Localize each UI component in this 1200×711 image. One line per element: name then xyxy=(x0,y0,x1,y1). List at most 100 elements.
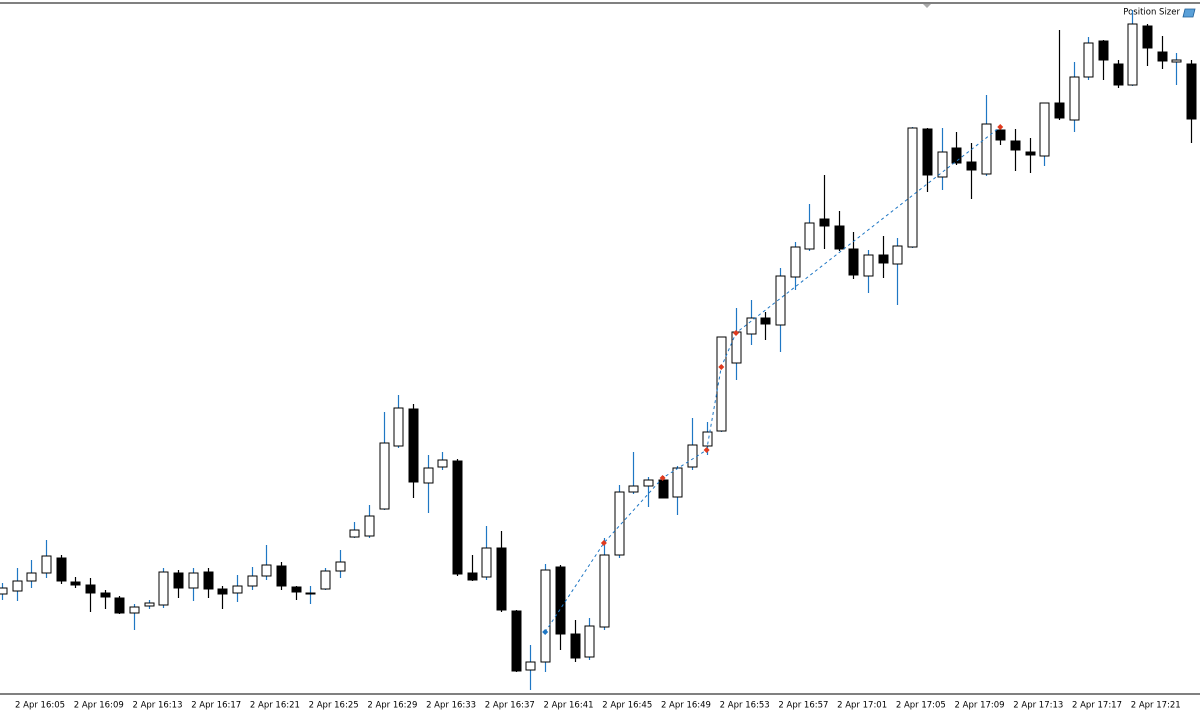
candle-body xyxy=(966,161,977,171)
candle-body xyxy=(525,661,536,671)
candle-body xyxy=(907,127,918,248)
candle-body xyxy=(555,566,566,635)
candle-body xyxy=(26,572,37,582)
candle-body xyxy=(364,515,375,537)
candle-body xyxy=(1039,102,1050,157)
candle-body xyxy=(1127,23,1138,86)
candle-body xyxy=(951,147,962,164)
candle-body xyxy=(481,547,492,578)
trade-marker xyxy=(703,447,710,453)
candle-body xyxy=(834,225,845,250)
trade-marker xyxy=(542,629,549,635)
candle-body xyxy=(614,491,625,556)
candle-body xyxy=(643,479,654,487)
candle-body xyxy=(599,554,610,628)
candle-body xyxy=(393,407,404,447)
x-tick-label: 2 Apr 16:21 xyxy=(250,701,300,711)
candle-body xyxy=(114,597,125,614)
candle-body xyxy=(320,570,331,590)
candle-body xyxy=(892,245,903,265)
x-tick-label: 2 Apr 16:45 xyxy=(602,701,652,711)
candle-body xyxy=(1157,51,1168,62)
candle-body xyxy=(628,485,639,493)
candle-body xyxy=(335,561,346,572)
candle-body xyxy=(1083,42,1094,78)
candle-body xyxy=(672,467,683,498)
candle-body xyxy=(1054,102,1065,119)
candle-body xyxy=(540,569,551,663)
x-tick-label: 2 Apr 16:41 xyxy=(544,701,594,711)
candle-body xyxy=(12,580,23,592)
candle-body xyxy=(203,571,214,590)
candle-body xyxy=(261,564,272,577)
candle-body xyxy=(305,592,316,595)
candle-body xyxy=(658,479,669,499)
x-tick-label: 2 Apr 16:25 xyxy=(309,701,359,711)
candle-body xyxy=(85,584,96,594)
candle-body xyxy=(687,444,698,468)
trade-marker xyxy=(718,364,725,370)
x-tick-label: 2 Apr 16:17 xyxy=(191,701,241,711)
candle-body xyxy=(746,317,757,335)
candle-body xyxy=(511,610,522,672)
candle-body xyxy=(790,246,801,278)
candle-body xyxy=(1142,25,1153,49)
candle-body xyxy=(1186,63,1197,120)
candle-body xyxy=(129,606,140,614)
candle-body xyxy=(232,585,243,594)
candle-body xyxy=(144,602,155,607)
candle-body xyxy=(1010,140,1021,151)
candle-body xyxy=(496,547,507,611)
candle-body xyxy=(760,317,771,325)
candle-body xyxy=(1069,76,1080,121)
candle-body xyxy=(158,571,169,606)
candle-body xyxy=(937,151,948,178)
candle-body xyxy=(173,572,184,589)
trade-marker xyxy=(997,124,1004,130)
candle-body xyxy=(452,460,463,575)
candle-body xyxy=(423,467,434,484)
trade-marker xyxy=(600,540,607,546)
candle-body xyxy=(1171,59,1182,63)
x-tick-label: 2 Apr 17:17 xyxy=(1072,701,1122,711)
x-tick-label: 2 Apr 16:37 xyxy=(485,701,535,711)
x-tick-label: 2 Apr 17:21 xyxy=(1131,701,1181,711)
candle-body xyxy=(379,442,390,510)
trade-marker xyxy=(659,475,666,481)
candle-body xyxy=(702,431,713,447)
position-sizer-icon[interactable] xyxy=(1182,8,1196,18)
x-tick-label: 2 Apr 16:49 xyxy=(661,701,711,711)
candle-body xyxy=(995,129,1006,141)
candle-body xyxy=(819,218,830,227)
candle-body xyxy=(70,581,81,586)
x-tick-label: 2 Apr 17:05 xyxy=(896,701,946,711)
candle-body xyxy=(878,254,889,264)
x-tick-label: 2 Apr 16:57 xyxy=(778,701,828,711)
trade-marker xyxy=(733,330,739,336)
candle-body xyxy=(408,408,419,483)
candle-body xyxy=(217,588,228,595)
candle-body xyxy=(188,572,199,589)
candle-body xyxy=(0,587,8,595)
x-tick-label: 2 Apr 17:09 xyxy=(955,701,1005,711)
candle-body xyxy=(437,459,448,468)
x-tick-label: 2 Apr 16:13 xyxy=(132,701,182,711)
candle-body xyxy=(731,331,742,364)
x-tick-label: 2 Apr 16:33 xyxy=(426,701,476,711)
position-sizer-label[interactable]: Position Sizer xyxy=(1123,8,1180,18)
candle-body xyxy=(716,336,727,432)
candle-body xyxy=(1113,63,1124,86)
x-tick-label: 2 Apr 17:13 xyxy=(1013,701,1063,711)
candle-body xyxy=(804,222,815,250)
candle-body xyxy=(276,565,287,587)
candle-body xyxy=(56,557,67,582)
candle-body xyxy=(570,633,581,659)
candle-body xyxy=(247,575,258,587)
candle-body xyxy=(775,275,786,326)
candle-body xyxy=(1025,151,1036,156)
shift-marker xyxy=(923,4,931,8)
x-tick-label: 2 Apr 16:05 xyxy=(15,701,65,711)
x-tick-label: 2 Apr 17:01 xyxy=(837,701,887,711)
candle-body xyxy=(981,123,992,175)
